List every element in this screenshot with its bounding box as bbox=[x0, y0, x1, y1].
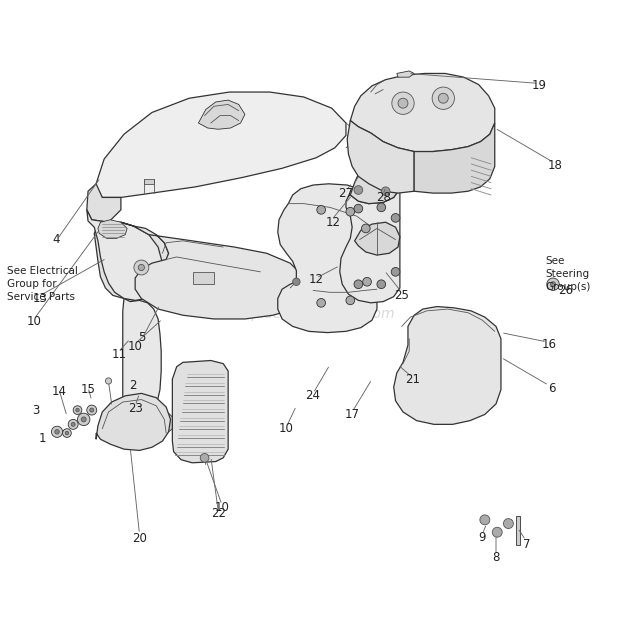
Text: eReplacementParts.com: eReplacementParts.com bbox=[225, 307, 395, 321]
Circle shape bbox=[317, 298, 326, 307]
Circle shape bbox=[354, 204, 363, 213]
Text: 15: 15 bbox=[81, 383, 95, 396]
Polygon shape bbox=[87, 210, 162, 300]
Polygon shape bbox=[414, 123, 495, 193]
Circle shape bbox=[381, 187, 390, 195]
Circle shape bbox=[392, 92, 414, 114]
Text: 21: 21 bbox=[405, 372, 420, 386]
Text: 12: 12 bbox=[326, 216, 341, 229]
Text: 23: 23 bbox=[128, 402, 143, 414]
Text: 10: 10 bbox=[215, 501, 229, 514]
Circle shape bbox=[317, 205, 326, 214]
Circle shape bbox=[68, 420, 78, 430]
Circle shape bbox=[480, 515, 490, 525]
Text: 10: 10 bbox=[27, 315, 42, 328]
Circle shape bbox=[134, 260, 149, 275]
Circle shape bbox=[65, 431, 69, 435]
Circle shape bbox=[200, 453, 209, 462]
Text: 3: 3 bbox=[32, 404, 40, 416]
Circle shape bbox=[551, 282, 556, 287]
Polygon shape bbox=[156, 410, 175, 432]
Text: 8: 8 bbox=[492, 551, 500, 563]
Circle shape bbox=[361, 224, 370, 233]
Text: 24: 24 bbox=[306, 389, 321, 403]
Polygon shape bbox=[94, 226, 169, 300]
Polygon shape bbox=[117, 414, 166, 443]
Circle shape bbox=[51, 426, 63, 437]
Text: 7: 7 bbox=[523, 538, 531, 551]
Polygon shape bbox=[96, 393, 170, 450]
Text: 20: 20 bbox=[132, 532, 147, 545]
Text: 6: 6 bbox=[548, 382, 556, 395]
Circle shape bbox=[346, 296, 355, 305]
Polygon shape bbox=[172, 360, 228, 463]
Polygon shape bbox=[347, 121, 414, 193]
Text: 11: 11 bbox=[112, 348, 127, 361]
Text: 4: 4 bbox=[52, 233, 60, 246]
Circle shape bbox=[73, 406, 82, 414]
Circle shape bbox=[76, 408, 79, 412]
Polygon shape bbox=[144, 179, 154, 184]
Circle shape bbox=[138, 264, 144, 271]
Text: 12: 12 bbox=[309, 273, 324, 286]
Polygon shape bbox=[278, 184, 377, 333]
Circle shape bbox=[81, 417, 86, 422]
Text: 28: 28 bbox=[376, 191, 391, 204]
Polygon shape bbox=[350, 73, 495, 151]
Circle shape bbox=[547, 278, 559, 290]
Polygon shape bbox=[87, 184, 121, 222]
Circle shape bbox=[90, 408, 94, 412]
Polygon shape bbox=[355, 222, 400, 255]
Text: 5: 5 bbox=[138, 331, 145, 344]
Polygon shape bbox=[198, 100, 245, 129]
Circle shape bbox=[354, 280, 363, 289]
Circle shape bbox=[432, 87, 454, 109]
Text: 10: 10 bbox=[128, 340, 143, 353]
Circle shape bbox=[293, 278, 300, 286]
Text: 27: 27 bbox=[339, 187, 353, 200]
Polygon shape bbox=[340, 189, 400, 303]
Text: See
Steering
Group(s): See Steering Group(s) bbox=[546, 256, 591, 292]
Polygon shape bbox=[96, 92, 346, 197]
Polygon shape bbox=[123, 298, 161, 423]
Text: 17: 17 bbox=[345, 408, 360, 421]
Circle shape bbox=[78, 413, 90, 426]
Text: 2: 2 bbox=[130, 379, 137, 392]
Circle shape bbox=[398, 98, 408, 108]
Circle shape bbox=[346, 207, 355, 216]
Text: 13: 13 bbox=[33, 292, 48, 305]
Polygon shape bbox=[193, 272, 214, 284]
Circle shape bbox=[71, 423, 75, 426]
Text: 9: 9 bbox=[479, 531, 486, 544]
Circle shape bbox=[105, 378, 112, 384]
Polygon shape bbox=[516, 516, 520, 544]
Text: 18: 18 bbox=[547, 159, 562, 171]
Circle shape bbox=[87, 405, 97, 415]
Text: 25: 25 bbox=[394, 289, 409, 302]
Text: 1: 1 bbox=[38, 431, 46, 445]
Circle shape bbox=[363, 278, 371, 286]
Text: 10: 10 bbox=[279, 422, 294, 435]
Circle shape bbox=[438, 94, 448, 103]
Circle shape bbox=[492, 528, 502, 537]
Circle shape bbox=[55, 430, 60, 434]
Polygon shape bbox=[397, 71, 414, 77]
Polygon shape bbox=[98, 220, 127, 239]
Circle shape bbox=[354, 186, 363, 194]
Circle shape bbox=[391, 214, 400, 222]
Circle shape bbox=[503, 519, 513, 529]
Text: 26: 26 bbox=[558, 284, 573, 297]
Text: 16: 16 bbox=[541, 338, 556, 352]
Circle shape bbox=[391, 268, 400, 276]
Polygon shape bbox=[350, 162, 400, 203]
Circle shape bbox=[377, 280, 386, 289]
Text: 19: 19 bbox=[532, 79, 547, 92]
Polygon shape bbox=[121, 222, 305, 319]
Text: 22: 22 bbox=[211, 507, 226, 520]
Text: See Electrical
Group for
Service Parts: See Electrical Group for Service Parts bbox=[7, 266, 78, 303]
Polygon shape bbox=[394, 306, 501, 425]
Circle shape bbox=[63, 429, 71, 437]
Circle shape bbox=[377, 203, 386, 212]
Text: 14: 14 bbox=[51, 385, 66, 398]
